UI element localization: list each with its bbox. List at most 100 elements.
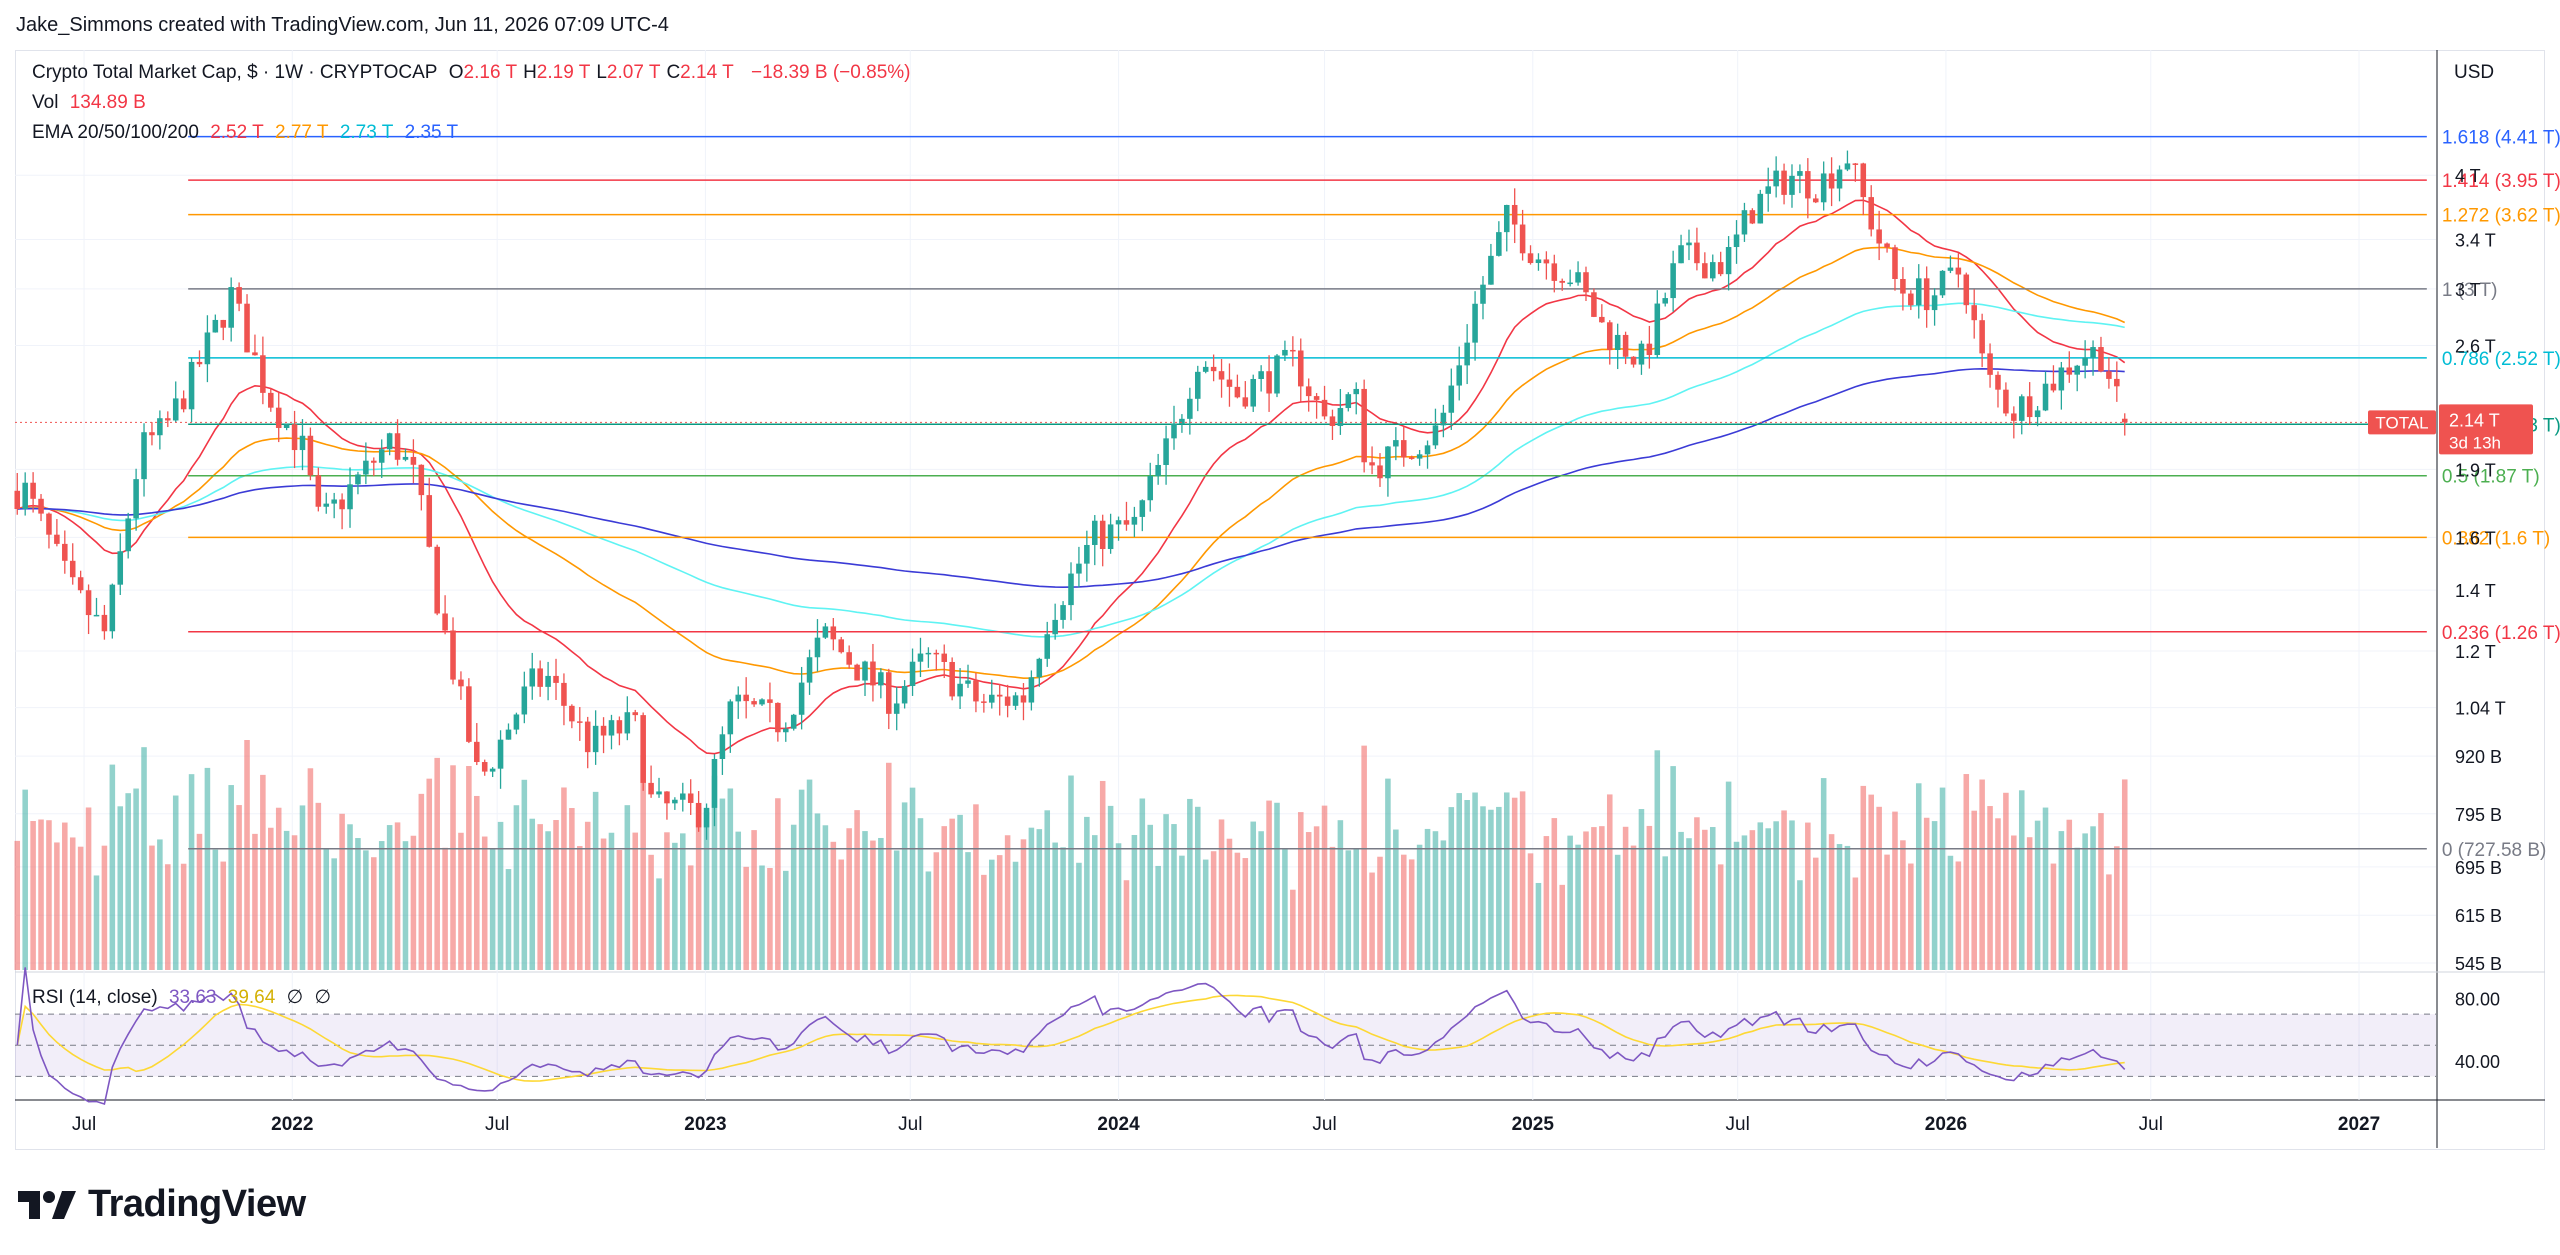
legend-symbol-row: Crypto Total Market Cap, $ · 1W · CRYPTO… [32,62,916,84]
volume-bar [1068,775,1074,970]
candle-body [2066,367,2073,375]
candle-body [1266,371,1272,394]
volume-bar [1099,780,1106,970]
volume-bar [30,821,36,970]
legend-rsi-label: RSI (14, close) [32,987,158,1008]
volume-bar [1979,779,1985,970]
candle-body [1385,446,1391,479]
candle-body [1242,397,1249,407]
volume-bar [212,849,219,970]
volume-bar [1361,745,1367,970]
currency-label[interactable]: USD [2454,62,2495,83]
candle-body [149,432,155,436]
y-axis-tick: 1.6 T [2455,528,2496,548]
candle-body [592,725,599,753]
volume-bar [1820,778,1827,970]
candle-body [1456,365,1462,386]
candle-body [323,503,330,507]
candle-body [878,672,884,686]
candle-body [244,303,250,353]
volume-bar [870,840,876,970]
volume-bar [1337,820,1344,970]
volume-bar [1250,821,1257,970]
rsi-hide-icon[interactable]: ∅ [286,987,304,1008]
volume-bar [1369,872,1375,970]
volume-bar [1036,829,1043,970]
x-axis-tick: Jul [72,1114,96,1135]
candle-body [1028,677,1035,703]
volume-bar [521,779,528,970]
volume-bar [1543,836,1550,970]
candle-body [1044,634,1051,659]
candle-body [505,729,512,740]
candle-body [1329,416,1336,426]
candle-body [909,661,916,686]
candle-body [204,332,211,365]
volume-bar [1052,842,1058,970]
candle-body [1377,465,1383,479]
rsi-settings-icon[interactable]: ∅ [314,987,331,1008]
volume-bar [458,832,464,970]
candle-body [957,683,963,697]
volume-bar [1575,844,1581,970]
volume-bar [719,798,726,970]
volume-bar [1131,834,1138,970]
candle-body [1654,303,1661,356]
volume-bar [1345,850,1352,970]
legend-vol-value: 134.89 B [69,92,146,113]
candle-body [1472,303,1478,343]
volume-bar [386,825,393,970]
volume-bar [743,866,749,970]
volume-bar [1242,858,1249,970]
candle-body [711,758,718,808]
volume-bar [1567,835,1573,970]
volume-bar [1448,807,1455,970]
candle-body [426,495,433,547]
volume-bar [1622,826,1629,970]
chart-frame [15,50,2545,1150]
candle-body [1797,171,1803,176]
candle-body [1987,353,1993,375]
volume-bar [315,802,322,970]
candle-body [1084,544,1090,564]
candle-body [315,475,322,507]
tradingview-logo[interactable]: TradingView [18,1183,306,1226]
tradingview-logo-text: TradingView [88,1183,306,1225]
candle-body [1076,563,1082,574]
candle-body [1583,272,1589,293]
volume-bar [1757,822,1764,970]
candle-body [1258,371,1264,379]
volume-bar [1630,845,1637,970]
candle-body [767,699,773,703]
volume-bar [2098,813,2104,970]
candle-body [1931,295,1938,311]
volume-bar [331,858,337,970]
volume-bar [378,841,385,970]
volume-bar [561,787,567,970]
volume-bar [1773,821,1779,970]
legend-rsi-row: RSI (14, close) 33.63 39.64 ∅ ∅ [32,986,337,1009]
volume-bar [513,805,520,970]
volume-bar [1385,778,1391,970]
volume-bar [2114,846,2120,970]
volume-bar [363,850,369,970]
candle-body [553,675,559,683]
volume-bar [1591,827,1597,970]
volume-bar [1297,812,1304,970]
volume-bar [965,852,971,970]
candle-body [1836,169,1843,189]
y-axis-tick: 1.04 T [2455,699,2506,719]
legend-ohlc-value: 2.16 T [463,62,518,83]
candle-body [1812,198,1819,203]
rsi-axis-tick: 80.00 [2455,990,2500,1010]
candle-body [1971,305,1977,321]
candle-body [466,686,472,742]
candle-body [1717,262,1724,275]
candle-body [220,319,227,328]
candle-body [1250,378,1257,407]
candle-body [291,424,298,451]
volume-bar [1995,818,2001,970]
volume-bar [1424,828,1431,970]
price-chart[interactable]: 1.618 (4.41 T) 1.414 (3.95 T) 1.272 (3.62 … [0,0,2560,1160]
volume-bar [981,874,987,970]
